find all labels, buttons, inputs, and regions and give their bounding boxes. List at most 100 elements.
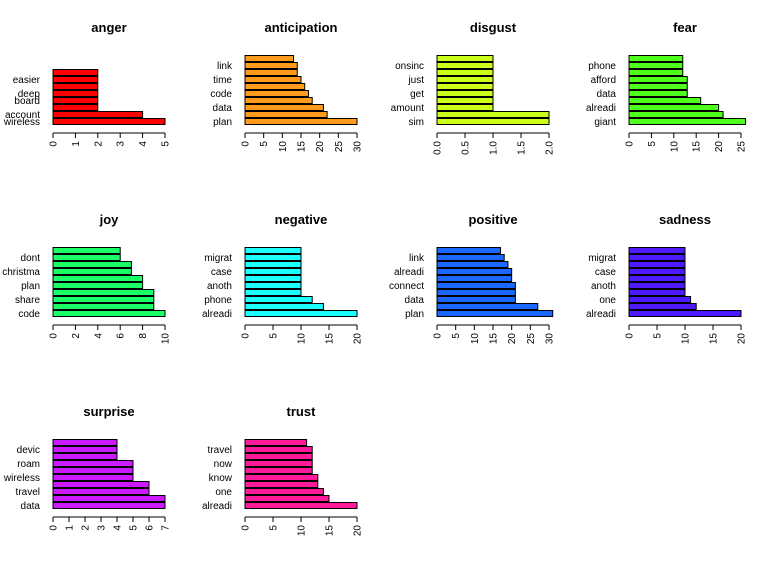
panel-title: negative: [275, 212, 328, 227]
category-label: code: [18, 309, 40, 320]
category-label: link: [409, 253, 425, 264]
bar: [628, 76, 688, 83]
bar: [52, 69, 99, 76]
bar: [244, 296, 313, 303]
x-tick-label: 8: [138, 333, 149, 339]
panel-title: joy: [99, 212, 120, 227]
bar: [244, 474, 319, 481]
bar: [244, 289, 302, 296]
bar: [628, 247, 686, 254]
category-label: deep: [18, 89, 41, 100]
x-tick-label: 25: [334, 141, 345, 153]
x-tick-label: 10: [278, 141, 289, 153]
x-tick-label: 0.5: [461, 141, 472, 155]
category-label: account: [5, 110, 40, 121]
bar: [436, 247, 501, 254]
category-label: plan: [213, 117, 232, 128]
category-label: easier: [13, 75, 41, 86]
bar: [436, 296, 516, 303]
x-tick-label: 15: [297, 141, 308, 153]
x-tick-label: 25: [526, 333, 537, 345]
bar: [628, 289, 686, 296]
bar: [436, 62, 494, 69]
panel-title: sadness: [659, 212, 711, 227]
bar: [244, 83, 306, 90]
category-label: devic: [17, 445, 40, 456]
panel-disgust: disgust sim amount get just onsinc 0.0 0.5 1.0 1.…: [391, 20, 556, 155]
bar: [244, 97, 313, 104]
category-label: case: [595, 267, 617, 278]
category-label: data: [597, 89, 617, 100]
panel-title: positive: [468, 212, 517, 227]
x-tick-label: 5: [259, 141, 270, 147]
category-label: anoth: [207, 281, 232, 292]
bar: [52, 446, 118, 453]
category-label: travel: [16, 487, 40, 498]
bar: [52, 254, 121, 261]
category-label: dont: [21, 253, 41, 264]
x-tick-label: 20: [507, 333, 518, 345]
category-label: connect: [389, 281, 424, 292]
x-tick-label: 4: [113, 525, 124, 531]
bar: [436, 76, 494, 83]
bar: [52, 275, 144, 282]
category-label: one: [215, 487, 232, 498]
bar: [244, 90, 309, 97]
bar: [628, 83, 688, 90]
bar: [436, 83, 494, 90]
panel-joy: joy code share plan christma dont 0 2 4 6 8 10: [2, 212, 171, 344]
x-tick-label: 10: [161, 333, 172, 345]
x-tick-label: 1.0: [489, 141, 500, 155]
category-label: alreadi: [586, 103, 616, 114]
bar: [628, 310, 742, 317]
bar: [436, 268, 513, 275]
panel-positive: positive plan data connect alreadi link 0 5 10 15…: [389, 212, 556, 344]
x-tick-label: 20: [353, 525, 364, 537]
bar: [436, 261, 509, 268]
panel-title: trust: [287, 404, 317, 419]
x-tick-label: 30: [545, 333, 556, 345]
bar: [244, 446, 313, 453]
bar: [244, 488, 324, 495]
x-tick-label: 2.0: [545, 141, 556, 155]
bar: [244, 268, 302, 275]
bar: [244, 453, 313, 460]
bar: [436, 118, 550, 125]
category-label: now: [214, 459, 233, 470]
x-tick-label: 0: [49, 141, 60, 147]
bar: [628, 97, 702, 104]
bar: [244, 495, 330, 502]
x-tick-label: 0: [49, 525, 60, 531]
x-tick-label: 10: [681, 333, 692, 345]
bar: [52, 289, 155, 296]
category-label: christma: [2, 267, 40, 278]
panel-sadness: sadness alreadi one anoth case migrat 0 5 10 15 20: [586, 212, 748, 344]
x-tick-label: 5: [269, 333, 280, 339]
bar: [436, 69, 494, 76]
bar: [52, 495, 166, 502]
category-label: amount: [391, 103, 425, 114]
bar: [52, 502, 166, 509]
panel-title: fear: [673, 20, 697, 35]
category-label: anoth: [591, 281, 616, 292]
bar: [244, 76, 302, 83]
bar: [52, 481, 150, 488]
x-tick-label: 5: [129, 525, 140, 531]
bar: [628, 303, 697, 310]
bar: [52, 460, 134, 467]
bar: [52, 474, 134, 481]
x-tick-label: 4: [93, 333, 104, 339]
bar: [52, 310, 166, 317]
x-tick-label: 10: [297, 333, 308, 345]
bar: [244, 254, 302, 261]
bar: [244, 118, 358, 125]
x-tick-label: 3: [116, 141, 127, 147]
x-tick-label: 1.5: [517, 141, 528, 155]
x-tick-label: 0: [625, 333, 636, 339]
bar: [244, 69, 298, 76]
x-tick-label: 1: [65, 525, 76, 531]
bar: [628, 111, 724, 118]
bar: [628, 104, 720, 111]
